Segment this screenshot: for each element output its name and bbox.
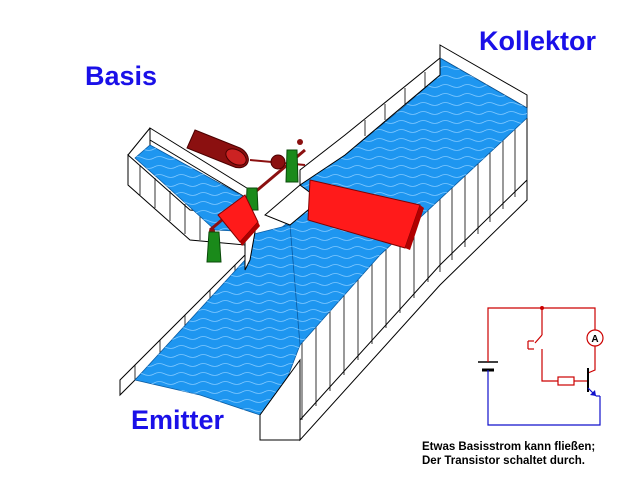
roller-icon [186,129,249,169]
collector-label: Kollektor [479,26,597,56]
caption-line-1: Etwas Basisstrom kann fließen; [422,441,596,453]
ammeter-icon: A [586,329,604,347]
circuit-schematic: A [478,306,604,426]
switch-icon [527,334,543,352]
emitter-channel [119,224,301,441]
red-gate-icon [307,179,424,250]
ammeter-symbol: A [591,334,598,345]
gate-mechanism [186,129,424,263]
caption-line-2: Der Transistor schaltet durch. [422,455,585,467]
resistor-icon [557,376,575,386]
transistor-icon [587,368,597,397]
red-gate-icon [217,194,260,246]
emitter-label: Emitter [131,405,225,435]
base-label: Basis [85,61,158,91]
caption: Etwas Basisstrom kann fließen; Der Trans… [422,440,595,468]
battery-icon [478,361,498,372]
